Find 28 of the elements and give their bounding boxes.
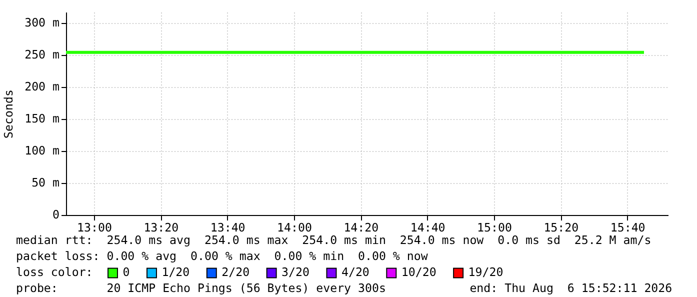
- text: packet loss: 0.00 % avg 0.00 % max 0.00 % min 0.00 % now: [16, 249, 428, 263]
- x-tick-label: 15:20: [544, 220, 579, 234]
- y-tick-label: 200 m: [24, 79, 60, 94]
- x-tick-label: 14:20: [344, 220, 379, 234]
- y-tick-label: 0: [52, 208, 60, 222]
- x-tick-label: 13:00: [77, 220, 112, 234]
- y-axis-title: Seconds: [2, 90, 16, 138]
- y-tick-label: 250 m: [24, 47, 60, 62]
- legend-label: 4/20: [341, 265, 370, 279]
- x-tick-label: 15:00: [477, 220, 512, 234]
- y-tick-label: 100 m: [24, 143, 60, 158]
- y-tick-label: 50 m: [32, 175, 60, 190]
- x-tick-label: 14:00: [277, 220, 312, 234]
- x-tick-label: 14:40: [410, 220, 446, 234]
- legend-title: loss color:: [16, 265, 93, 279]
- y-tick-label: 300 m: [24, 15, 60, 30]
- legend-label: 2/20: [222, 265, 250, 279]
- legend-label: 3/20: [282, 265, 310, 279]
- x-tick-label: 13:40: [210, 220, 246, 234]
- x-tick-label: 15:40: [610, 220, 646, 234]
- y-tick-label: 150 m: [24, 111, 60, 126]
- legend-label: 1/20: [162, 265, 190, 279]
- legend-label: 19/20: [468, 265, 504, 279]
- legend-label: 0: [122, 265, 130, 279]
- text: median rtt: 254.0 ms avg 254.0 ms max 254.0 ms min 254.0 ms now 0.0 ms sd 25.2 M am/s: [16, 233, 652, 247]
- legend-label: 10/20: [401, 265, 436, 279]
- text: probe: 20 ICMP Echo Pings (56 Bytes) every 300s end: Thu Aug 6 15:52:11 2026: [16, 281, 672, 295]
- x-tick-label: 13:20: [144, 220, 179, 234]
